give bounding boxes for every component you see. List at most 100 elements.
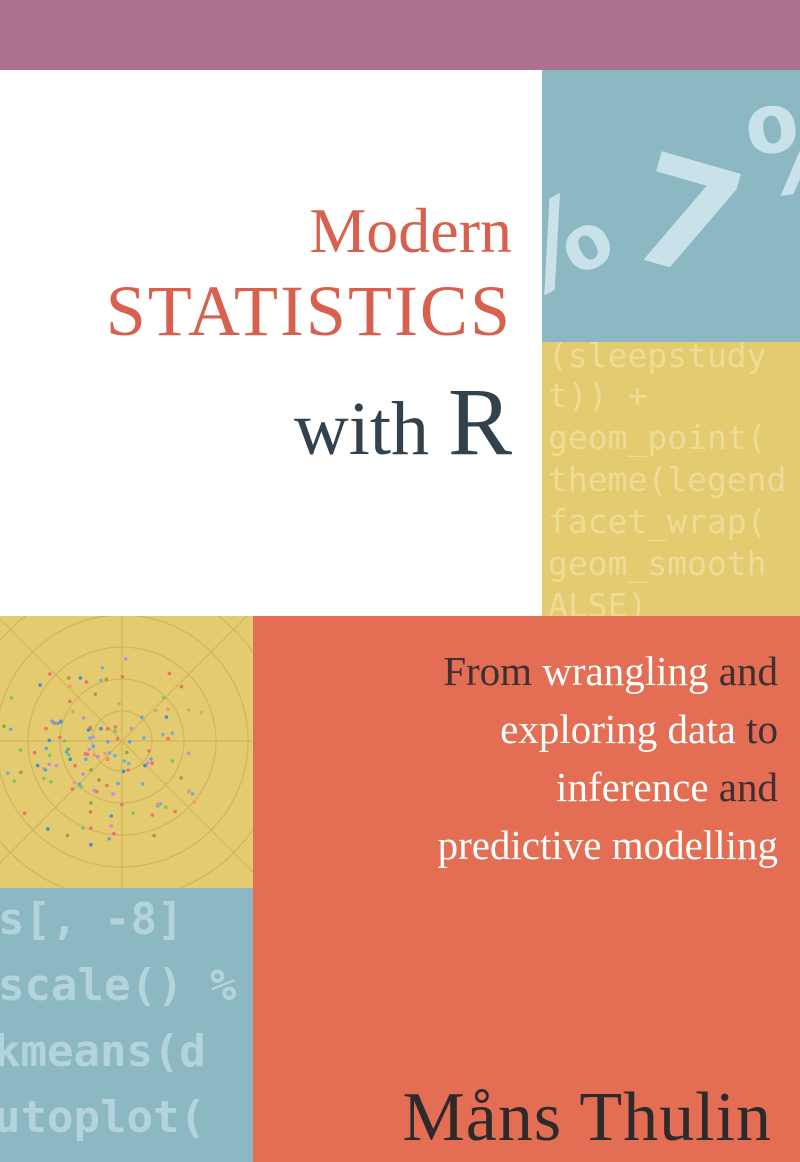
scatter-point — [84, 680, 89, 684]
scatter-point — [179, 684, 184, 689]
scatter-point — [62, 739, 67, 743]
title-modern: Modern — [309, 195, 512, 266]
scatter-point — [187, 789, 192, 793]
scatter-point — [131, 811, 135, 815]
code-line: t)) + — [548, 376, 648, 415]
scatter-point — [43, 768, 48, 772]
scatter-point — [91, 744, 96, 748]
scatter-point — [107, 751, 112, 755]
scatter-point — [112, 831, 116, 836]
scatter-point — [164, 715, 169, 719]
scatter-point — [104, 677, 109, 682]
scatter-point — [68, 699, 72, 704]
scatter-point — [35, 763, 40, 768]
scatter-point — [166, 707, 170, 711]
scatter-point — [124, 750, 129, 755]
scatter-point — [9, 696, 14, 700]
scatter-point — [105, 783, 109, 788]
scatter-point — [89, 826, 93, 830]
scatter-point — [120, 802, 124, 807]
author-name: Måns Thulin — [402, 1079, 772, 1156]
scatter-point — [152, 833, 156, 838]
subtitle-text: to — [735, 706, 778, 752]
scatter-point — [32, 750, 37, 755]
code-snippet-blue: s[, -8] scale() % kmeans(d utoplot( — [0, 888, 253, 1162]
scatter-point — [113, 753, 117, 758]
scatter-point — [8, 727, 13, 732]
scatter-point — [22, 811, 27, 816]
subtitle-text: and — [708, 648, 778, 694]
scatter-point — [81, 716, 86, 720]
scatter-point — [38, 683, 42, 687]
code-line: theme(legend — [548, 460, 787, 499]
scatter-point — [81, 772, 85, 776]
subtitle-line: From wrangling and — [253, 642, 778, 700]
code-line: s[, -8] — [0, 894, 184, 945]
scatter-point — [89, 842, 93, 847]
title-panel: Modern STATISTICS with R — [0, 70, 542, 616]
scatter-point — [103, 751, 107, 756]
scatter-point — [100, 666, 105, 670]
scatter-point — [44, 746, 48, 751]
scatter-point — [147, 749, 151, 753]
subtitle: From wrangling and exploring data to infer… — [253, 642, 778, 874]
scatter-point — [2, 724, 6, 728]
scatter-point — [55, 721, 60, 726]
scatter-point — [123, 657, 128, 661]
scatter-point — [46, 827, 50, 831]
scatter-point — [47, 753, 52, 758]
scatter-point — [161, 732, 165, 737]
scatter-point — [85, 752, 90, 756]
scatter-point — [173, 809, 177, 814]
percent-symbol: % — [542, 163, 632, 329]
scatter-point — [192, 800, 197, 804]
scatter-point — [161, 696, 166, 700]
scatter-point — [6, 771, 10, 775]
polar-grid-spoke — [121, 616, 248, 742]
scatter-point — [88, 736, 92, 740]
scatter-point — [89, 768, 93, 772]
scatter-point — [113, 725, 118, 729]
polar-scatter-plot-illustration — [0, 616, 253, 888]
scatter-point — [81, 826, 85, 830]
scatter-point — [115, 736, 120, 741]
scatter-point — [109, 814, 114, 818]
code-line: kmeans(d — [0, 1026, 206, 1077]
code-line: geom_point( — [548, 418, 767, 457]
scatter-point — [140, 715, 144, 720]
scatter-point — [48, 672, 52, 676]
percent-symbol: % — [738, 72, 800, 227]
scatter-point — [186, 708, 191, 712]
scatter-point — [66, 752, 71, 757]
scatter-point — [58, 735, 62, 740]
scatter-point — [97, 778, 101, 782]
scatter-point — [64, 750, 69, 754]
code-snippet-yellow: (sleepstudy t)) + geom_point( theme(lege… — [542, 342, 800, 616]
scatter-point — [88, 810, 93, 814]
scatter-point — [150, 813, 155, 817]
scatter-point — [78, 676, 83, 680]
code-line: scale() % — [0, 960, 237, 1011]
scatter-point — [113, 729, 117, 733]
top-color-band — [0, 0, 800, 70]
scatter-point — [65, 833, 70, 838]
scatter-point — [70, 787, 75, 791]
polar-plot-svg — [0, 616, 253, 888]
subtitle-line: inference and — [253, 758, 778, 816]
scatter-point — [143, 763, 147, 768]
scatter-point — [166, 736, 170, 741]
scatter-point — [170, 731, 175, 736]
scatter-point — [91, 735, 96, 739]
scatter-point — [126, 761, 131, 766]
scatter-point — [120, 675, 125, 679]
code-line: (sleepstudy — [548, 342, 767, 375]
scatter-point — [106, 727, 110, 731]
scatter-point — [109, 824, 113, 828]
subtitle-line: exploring data to — [253, 700, 778, 758]
scatter-point — [47, 762, 52, 767]
subtitle-text: From — [443, 648, 543, 694]
polar-grid-spoke — [0, 618, 123, 742]
subtitle-highlight: predictive modelling — [437, 822, 778, 868]
scatter-point — [186, 751, 191, 755]
